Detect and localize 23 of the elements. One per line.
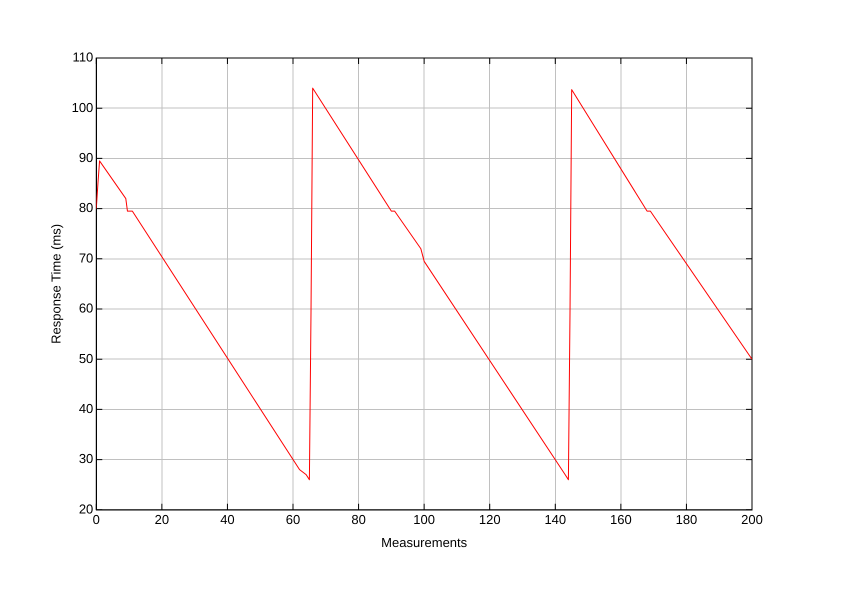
x-tick-label: 120 xyxy=(478,512,501,528)
x-axis-title: Measurements xyxy=(381,534,468,550)
y-tick-label: 20 xyxy=(78,501,94,516)
x-tick-label: 100 xyxy=(413,512,435,528)
y-tick-label: 40 xyxy=(78,400,94,416)
x-tick-label: 200 xyxy=(741,512,763,528)
y-tick-label: 100 xyxy=(72,100,94,115)
y-tick-label: 50 xyxy=(78,350,94,366)
y-axis-title: Response Time (ms) xyxy=(48,224,64,344)
y-tick-label: 70 xyxy=(78,250,94,266)
x-tick-label: 60 xyxy=(286,512,300,528)
y-tick-label: 60 xyxy=(78,300,94,316)
y-tick-label: 80 xyxy=(78,200,94,216)
x-tick-label: 180 xyxy=(676,512,698,528)
x-tick-label: 0 xyxy=(92,512,100,528)
x-tick-label: 40 xyxy=(220,512,235,528)
x-tick-label: 160 xyxy=(610,512,632,528)
y-tick-label: 30 xyxy=(78,451,94,466)
x-tick-label: 140 xyxy=(544,512,566,528)
x-tick-label: 20 xyxy=(154,512,170,528)
y-tick-label: 90 xyxy=(78,150,94,165)
y-tick-label: 110 xyxy=(72,50,94,65)
x-tick-label: 80 xyxy=(351,512,366,528)
